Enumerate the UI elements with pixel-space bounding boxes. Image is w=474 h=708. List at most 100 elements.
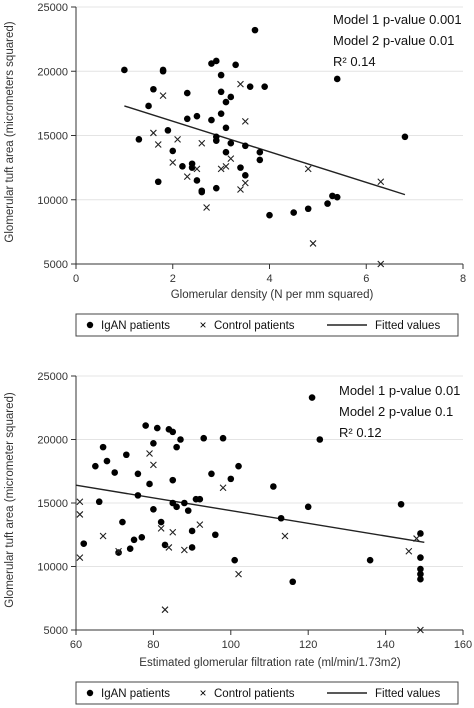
top-igan-point: [222, 148, 230, 156]
bottom-legend-control-label: Control patients: [214, 688, 295, 700]
top-igan-point: [212, 57, 220, 65]
top-annotation: R² 0.14: [333, 54, 376, 69]
top-control-point: [217, 165, 225, 173]
bottom-control-point: [417, 626, 424, 634]
bottom-igan-point: [366, 556, 374, 564]
bottom-igan-point: [235, 462, 242, 470]
top-control-point: [222, 162, 230, 170]
bottom-igan-point: [231, 556, 238, 564]
top-igan-point: [169, 147, 177, 155]
bottom-igan-point: [316, 436, 324, 443]
bottom-igan-point: [188, 527, 196, 535]
bottom-igan-point: [95, 498, 103, 506]
top-igan-point: [222, 98, 230, 106]
top-igan-point: [256, 156, 264, 164]
bottom-igan-point: [417, 530, 424, 537]
bottom-fit-line-group: [75, 484, 425, 544]
bottom-y-tick-label: 15000: [37, 498, 68, 510]
bottom-igan-point: [277, 514, 285, 522]
bottom-control-point: [196, 521, 204, 528]
top-x-tick-label: 8: [460, 273, 466, 285]
top-igan-point: [193, 177, 201, 184]
bottom-igan-point: [161, 541, 169, 549]
top-control-point: [150, 129, 157, 137]
bottom-igan-point: [169, 428, 177, 436]
top-igan-point: [251, 26, 259, 34]
bottom-igan-point: [200, 434, 208, 442]
bottom-igan-point: [115, 549, 122, 556]
top-igan-point: [217, 110, 225, 117]
bottom-x-tick-label: 140: [376, 639, 394, 651]
bottom-control-point: [169, 528, 177, 536]
top-x-axis-label: Glomerular density (N per mm squared): [171, 289, 374, 301]
bottom-scatter-panel: 5000 10000 15000 20000 25000 60 80 100 120 140 160…: [4, 371, 472, 669]
bottom-control-point: [161, 606, 169, 614]
bottom-legend-box: [75, 681, 459, 705]
top-control-point: [198, 139, 206, 147]
top-control-point: [227, 155, 235, 163]
top-igan-point: [227, 139, 235, 147]
bottom-annotation: R² 0.12: [339, 425, 382, 440]
bottom-control-point: [281, 532, 289, 540]
top-control-point: [237, 80, 244, 88]
top-points: [121, 26, 409, 268]
bottom-control-point: [405, 547, 413, 555]
top-igan-point: [208, 60, 215, 67]
top-y-axis-label: Glomerular tuft area (micrometers square…: [4, 21, 16, 242]
top-y-tick-label: 20000: [37, 66, 68, 78]
bottom-igan-point: [111, 469, 118, 476]
top-igan-point: [154, 178, 162, 186]
top-igan-point: [188, 164, 196, 171]
bottom-igan-point: [153, 424, 161, 432]
bottom-legend: IgAN patients × Control patients Fitted …: [75, 681, 459, 705]
bottom-igan-point: [123, 451, 130, 459]
bottom-x-axis-label: Estimated glomerular filtration rate (ml…: [139, 657, 401, 669]
top-igan-point: [121, 66, 128, 74]
bottom-control-point: [219, 484, 227, 492]
top-igan-point: [212, 133, 220, 141]
bottom-igan-point: [181, 499, 188, 507]
top-igan-point: [159, 67, 167, 75]
top-igan-point: [217, 88, 225, 96]
top-igan-point: [333, 193, 341, 201]
top-control-point: [304, 165, 312, 173]
top-igan-point: [290, 209, 297, 216]
top-igan-point: [208, 116, 215, 124]
top-annotation: Model 1 p-value 0.001: [333, 12, 462, 27]
bottom-igan-point: [417, 554, 424, 561]
bottom-igan-point: [157, 518, 165, 526]
bottom-points: [76, 394, 424, 634]
bottom-igan-point: [146, 480, 153, 488]
bottom-igan-point: [150, 506, 157, 513]
top-control-point: [377, 260, 385, 268]
bottom-igan-point: [184, 507, 192, 514]
top-control-point: [203, 204, 211, 211]
top-axes: 5000 10000 15000 20000 25000 0 2 4 6 8: [37, 2, 466, 285]
top-igan-point: [232, 61, 239, 69]
bottom-igan-point: [134, 492, 142, 499]
top-control-point: [309, 240, 317, 247]
bottom-y-axis-label: Glomerular tuft area (micrometer squared…: [4, 392, 16, 608]
top-igan-point: [164, 127, 172, 134]
bottom-x-tick-label: 100: [222, 639, 240, 651]
top-igan-point: [145, 102, 152, 110]
top-igan-point: [242, 142, 249, 150]
bottom-igan-point: [304, 503, 312, 511]
top-y-tick-label: 5000: [44, 259, 68, 271]
bottom-fit-line: [75, 484, 425, 544]
top-igan-point: [324, 200, 331, 207]
top-igan-point: [304, 205, 312, 213]
bottom-annotations: Model 1 p-value 0.01 Model 2 p-value 0.1 R…: [339, 383, 460, 440]
top-igan-point: [212, 184, 220, 192]
bottom-y-tick-label: 25000: [37, 371, 68, 383]
top-igan-point: [135, 136, 143, 143]
bottom-control-point: [76, 498, 84, 506]
bottom-igan-point: [150, 440, 157, 447]
top-igan-point: [237, 164, 244, 171]
top-igan-point: [333, 75, 341, 83]
bottom-legend-control-marker: ×: [199, 686, 206, 700]
bottom-igan-point: [80, 540, 88, 547]
top-fit-line: [124, 105, 406, 196]
top-legend: IgAN patients × Control patients Fitted …: [75, 313, 459, 337]
bottom-igan-point: [289, 578, 297, 586]
